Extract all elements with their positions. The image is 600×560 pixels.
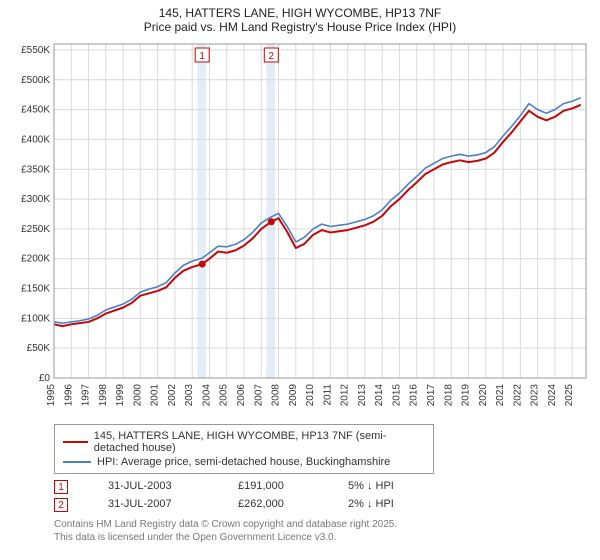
svg-text:£400K: £400K xyxy=(21,134,50,145)
svg-text:£150K: £150K xyxy=(21,284,50,295)
svg-text:2007: 2007 xyxy=(253,384,264,407)
svg-text:£300K: £300K xyxy=(21,194,50,205)
svg-text:1997: 1997 xyxy=(81,384,92,407)
legend-swatch-property xyxy=(63,441,88,443)
legend-item-hpi: HPI: Average price, semi-detached house,… xyxy=(63,455,425,469)
svg-text:2024: 2024 xyxy=(547,384,558,407)
svg-text:2000: 2000 xyxy=(132,384,143,407)
svg-text:1998: 1998 xyxy=(98,384,109,407)
sale-marker-icon: 1 xyxy=(54,480,68,494)
svg-text:2008: 2008 xyxy=(271,384,282,407)
svg-text:2002: 2002 xyxy=(167,384,178,407)
footnote: Contains HM Land Registry data © Crown c… xyxy=(54,518,590,544)
svg-text:2014: 2014 xyxy=(374,384,385,407)
svg-text:2001: 2001 xyxy=(150,384,161,407)
legend: 145, HATTERS LANE, HIGH WYCOMBE, HP13 7N… xyxy=(54,424,434,474)
svg-text:2022: 2022 xyxy=(512,384,523,407)
sale-delta: 2% ↓ HPI xyxy=(348,498,438,512)
price-chart: £0 £50K £100K £150K £200K £250K £300K £350K £400… xyxy=(10,38,590,418)
svg-text:2010: 2010 xyxy=(305,384,316,407)
title-line-2: Price paid vs. HM Land Registry's House … xyxy=(10,20,590,34)
sale-marker-icon: 2 xyxy=(54,498,68,512)
svg-text:2: 2 xyxy=(269,51,275,62)
svg-text:2018: 2018 xyxy=(443,384,454,407)
svg-text:£0: £0 xyxy=(39,373,51,384)
svg-text:2006: 2006 xyxy=(236,384,247,407)
svg-text:2016: 2016 xyxy=(409,384,420,407)
svg-text:£350K: £350K xyxy=(21,164,50,175)
svg-text:2021: 2021 xyxy=(495,384,506,407)
svg-text:2012: 2012 xyxy=(340,384,351,407)
legend-label-hpi: HPI: Average price, semi-detached house,… xyxy=(97,456,390,468)
svg-text:1999: 1999 xyxy=(115,384,126,407)
svg-text:2025: 2025 xyxy=(564,384,575,407)
svg-text:£450K: £450K xyxy=(21,105,50,116)
svg-text:1996: 1996 xyxy=(63,384,74,407)
sale-price: £191,000 xyxy=(238,480,318,494)
svg-text:1: 1 xyxy=(199,51,205,62)
sale-row: 2 31-JUL-2007 £262,000 2% ↓ HPI xyxy=(54,496,590,514)
sale-price: £262,000 xyxy=(238,498,318,512)
svg-text:2009: 2009 xyxy=(288,384,299,407)
svg-text:2011: 2011 xyxy=(322,384,333,406)
svg-text:2013: 2013 xyxy=(357,384,368,407)
svg-text:1995: 1995 xyxy=(46,384,57,407)
footnote-line-2: This data is licensed under the Open Gov… xyxy=(54,531,590,544)
sale-date: 31-JUL-2007 xyxy=(108,498,208,512)
svg-text:2020: 2020 xyxy=(478,384,489,407)
svg-text:£550K: £550K xyxy=(21,45,50,56)
svg-text:£50K: £50K xyxy=(27,343,51,354)
svg-text:£100K: £100K xyxy=(21,313,50,324)
svg-text:2005: 2005 xyxy=(219,384,230,407)
svg-text:2015: 2015 xyxy=(391,384,402,407)
sale-row: 1 31-JUL-2003 £191,000 5% ↓ HPI xyxy=(54,478,590,496)
svg-text:£250K: £250K xyxy=(21,224,50,235)
footnote-line-1: Contains HM Land Registry data © Crown c… xyxy=(54,518,590,531)
svg-text:2003: 2003 xyxy=(184,384,195,407)
sale-delta: 5% ↓ HPI xyxy=(348,480,438,494)
svg-text:£500K: £500K xyxy=(21,75,50,86)
svg-text:2019: 2019 xyxy=(461,384,472,407)
title-line-1: 145, HATTERS LANE, HIGH WYCOMBE, HP13 7N… xyxy=(10,6,590,20)
svg-text:2004: 2004 xyxy=(201,384,212,407)
svg-text:£200K: £200K xyxy=(21,254,50,265)
legend-label-property: 145, HATTERS LANE, HIGH WYCOMBE, HP13 7N… xyxy=(94,430,425,454)
sale-date: 31-JUL-2003 xyxy=(108,480,208,494)
legend-item-property: 145, HATTERS LANE, HIGH WYCOMBE, HP13 7N… xyxy=(63,429,425,455)
svg-text:2023: 2023 xyxy=(530,384,541,407)
svg-text:2017: 2017 xyxy=(426,384,437,407)
legend-swatch-hpi xyxy=(63,461,91,463)
